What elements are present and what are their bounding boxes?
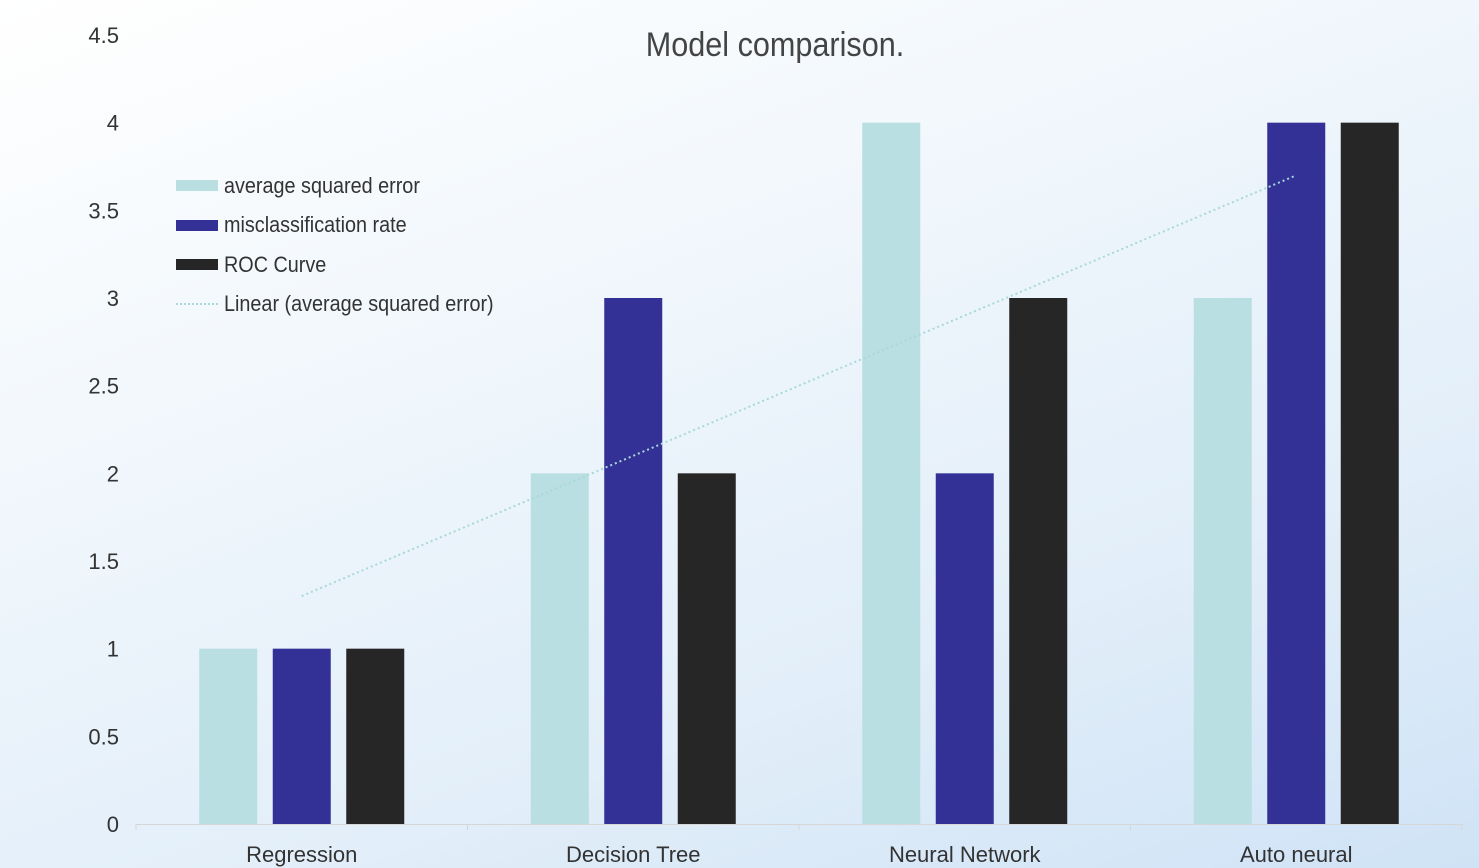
legend-label-trendline: Linear (average squared error) <box>224 291 494 317</box>
x-category-label: Auto neural <box>1240 842 1353 867</box>
y-tick-label: 2 <box>107 461 119 486</box>
bar-roc-curve-decision-tree <box>677 473 736 824</box>
y-tick-label: 2.5 <box>88 374 119 399</box>
legend-swatch-roc-curve <box>176 259 218 271</box>
legend-item-trendline: Linear (average squared error) <box>176 285 524 325</box>
legend-swatch-average-squared-error <box>176 180 218 192</box>
x-category-label: Decision Tree <box>566 842 701 867</box>
y-tick-label: 4 <box>107 111 119 136</box>
legend-line-trendline <box>176 303 218 306</box>
bar-roc-curve-auto-neural <box>1340 122 1399 824</box>
y-tick-label: 0.5 <box>88 724 119 749</box>
legend: average squared error misclassification … <box>176 166 524 324</box>
y-tick-label: 1.5 <box>88 549 119 574</box>
chart-title: Model comparison. <box>645 26 905 64</box>
legend-label-average-squared-error: average squared error <box>224 172 420 198</box>
legend-item-misclassification-rate: misclassification rate <box>176 206 524 246</box>
x-category-label: Regression <box>246 842 357 867</box>
legend-label-misclassification-rate: misclassification rate <box>224 212 407 238</box>
x-category-label: Neural Network <box>889 842 1042 867</box>
bar-average-squared-error-regression <box>199 648 258 824</box>
legend-swatch-misclassification-rate <box>176 219 218 231</box>
y-tick-label: 1 <box>107 637 119 662</box>
bar-roc-curve-neural-network <box>1009 298 1068 824</box>
y-tick-label: 3.5 <box>88 198 119 223</box>
legend-label-roc-curve: ROC Curve <box>224 251 327 277</box>
y-tick-label: 3 <box>107 286 119 311</box>
bar-roc-curve-regression <box>346 648 405 824</box>
bar-misclassification-rate-neural-network <box>935 473 994 824</box>
bar-misclassification-rate-auto-neural <box>1267 122 1326 824</box>
bar-average-squared-error-neural-network <box>862 122 921 824</box>
bar-average-squared-error-auto-neural <box>1193 298 1252 824</box>
legend-item-average-squared-error: average squared error <box>176 166 524 206</box>
bar-misclassification-rate-decision-tree <box>604 298 663 824</box>
y-tick-label: 0 <box>107 812 119 837</box>
y-tick-label: 4.5 <box>88 23 119 48</box>
bar-average-squared-error-decision-tree <box>530 473 589 824</box>
bar-misclassification-rate-regression <box>272 648 331 824</box>
legend-item-roc-curve: ROC Curve <box>176 245 524 285</box>
